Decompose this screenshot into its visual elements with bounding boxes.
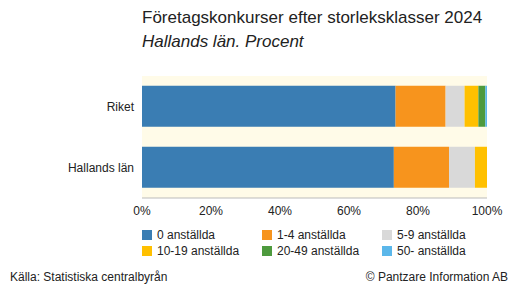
html-text:5-9 anställda: 5-9 anställda [397,228,466,242]
html-text:Källa: Statistiska centralbyrå: Källa: Statistiska centralbyrån [10,270,168,284]
html-text:20-49 anställda: 20-49 anställda [277,244,360,258]
html-text:Företagskonkurser efter storle: Företagskonkurser efter storleksklasser … [142,8,483,27]
svg-text:80%: 80% [406,204,430,218]
html-text:Hallands län. Procent: Hallands län. Procent [142,32,304,51]
html-text:10-19 anställda: 10-19 anställda [157,244,240,258]
svg-text:Hallands län: Hallands län [68,161,134,175]
html-text:0 anställda: 0 anställda [157,228,215,242]
svg-text:20%: 20% [199,204,223,218]
svg-text:60%: 60% [337,204,361,218]
html-text:1-4 anställda: 1-4 anställda [277,228,346,242]
svg-text:0%: 0% [133,204,151,218]
svg-text:Riket: Riket [107,100,135,114]
html-text:50- anställda: 50- anställda [397,244,466,258]
html-text:© Pantzare Information AB: © Pantzare Information AB [365,270,508,284]
svg-text:100%: 100% [472,204,503,218]
svg-text:40%: 40% [268,204,292,218]
